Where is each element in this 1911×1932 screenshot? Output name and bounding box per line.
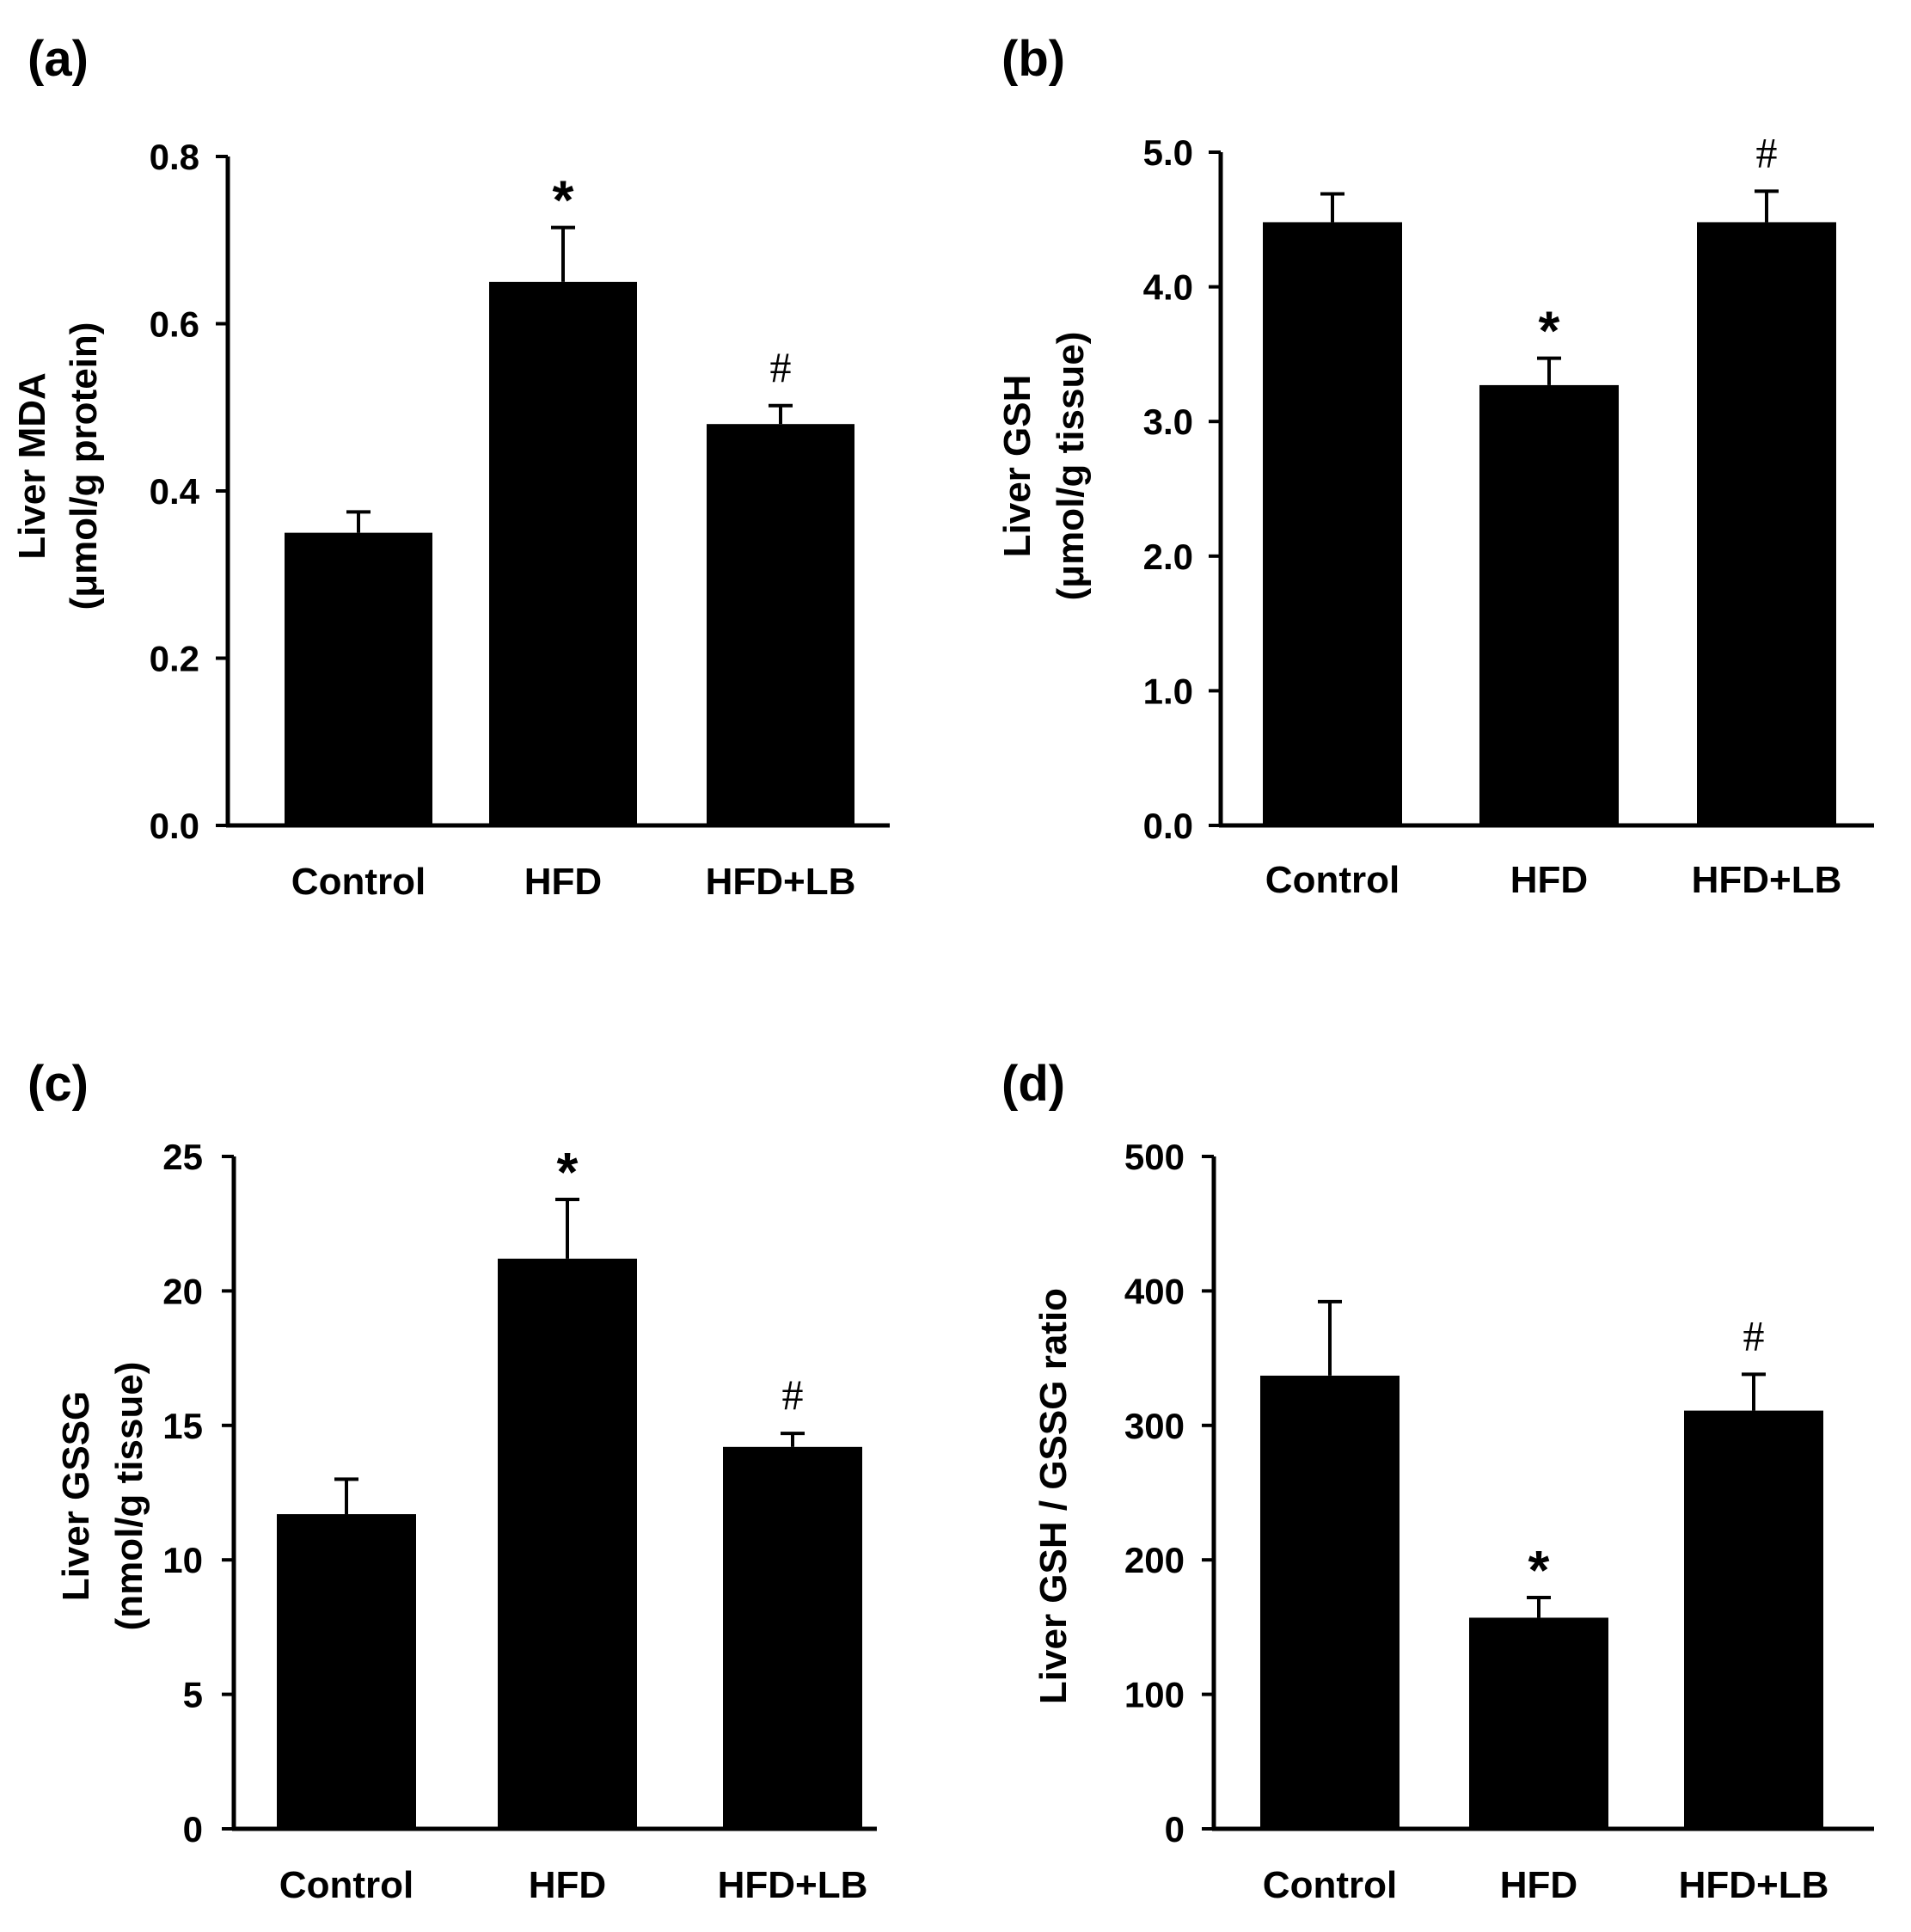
panel-a: (a) Control * HFD # HFD+LB 0.0 0.2 0.4 0.6 0.8 Live… xyxy=(11,31,890,903)
y-tick-label: 200 xyxy=(1124,1540,1185,1580)
y-tick-label: 0.8 xyxy=(150,137,199,177)
bar-hfd xyxy=(1469,1617,1608,1829)
bar-control xyxy=(1260,1375,1400,1829)
y-tick-label: 5.0 xyxy=(1143,132,1193,173)
panel-c: (c) Control * HFD # HFD+LB 0 5 10 15 20 25 Liver GSS… xyxy=(28,1056,877,1906)
y-tick-label: 15 xyxy=(162,1406,203,1446)
bar-control xyxy=(285,532,432,825)
y-tick-label: 1.0 xyxy=(1143,671,1193,711)
y-tick-label: 4.0 xyxy=(1143,267,1193,308)
bar-hfd-lb xyxy=(1684,1410,1823,1829)
y-tick-label: 300 xyxy=(1124,1406,1185,1446)
y-tick-label: 500 xyxy=(1124,1137,1185,1177)
y-axis-label-units: (nmol/g tissue) xyxy=(108,1362,150,1631)
y-tick-label: 25 xyxy=(162,1137,203,1177)
y-tick-label: 2.0 xyxy=(1143,537,1193,577)
bar-hfd xyxy=(1479,384,1619,826)
panel-label: (c) xyxy=(28,1056,89,1112)
x-tick-label: HFD+LB xyxy=(706,861,856,903)
panel-label: (b) xyxy=(1001,31,1065,87)
y-tick-label: 0 xyxy=(183,1809,203,1849)
y-tick-label: 400 xyxy=(1124,1271,1185,1311)
bar-hfd xyxy=(498,1258,637,1829)
y-axis-label: Liver MDA xyxy=(11,372,53,560)
significance-star: * xyxy=(1528,1539,1550,1601)
x-tick-label: HFD+LB xyxy=(1692,859,1842,901)
bar-hfd-lb xyxy=(707,424,854,825)
x-tick-label: HFD xyxy=(529,1864,606,1906)
y-tick-label: 0.0 xyxy=(150,806,199,846)
y-tick-label: 10 xyxy=(162,1540,203,1580)
bar-hfd-lb xyxy=(1697,222,1836,825)
bar-control xyxy=(1263,222,1402,825)
significance-star: * xyxy=(1539,300,1560,362)
y-axis-label: Liver GSH xyxy=(996,375,1038,558)
y-tick-label: 0 xyxy=(1165,1809,1185,1849)
y-axis-label: Liver GSSG xyxy=(55,1391,97,1602)
y-tick-label: 0.4 xyxy=(150,471,200,512)
panel-label: (d) xyxy=(1001,1056,1065,1112)
significance-hash: # xyxy=(770,343,792,391)
significance-star: * xyxy=(553,169,574,231)
panel-d: (d) Control * HFD # HFD+LB 0 100 200 300 400 500 Liv… xyxy=(1001,1056,1874,1906)
bar-hfd-lb xyxy=(723,1446,862,1829)
y-tick-label: 100 xyxy=(1124,1675,1185,1715)
x-tick-label: HFD xyxy=(524,861,602,903)
y-axis-label-units: (μmol/g tissue) xyxy=(1050,332,1092,601)
bar-control xyxy=(277,1514,416,1829)
x-tick-label: Control xyxy=(291,861,426,903)
significance-hash: # xyxy=(1756,128,1778,176)
x-tick-label: Control xyxy=(279,1864,413,1906)
x-tick-label: Control xyxy=(1263,1864,1397,1906)
y-axis-label-units: (μmol/g protein) xyxy=(63,322,105,610)
y-tick-label: 0.2 xyxy=(150,639,199,679)
x-tick-label: HFD+LB xyxy=(1679,1864,1829,1906)
bar-hfd xyxy=(489,281,637,825)
significance-star: * xyxy=(557,1141,579,1203)
significance-hash: # xyxy=(782,1371,804,1419)
y-tick-label: 0.6 xyxy=(150,304,199,345)
x-tick-label: HFD xyxy=(1500,1864,1577,1906)
y-tick-label: 20 xyxy=(162,1271,203,1311)
y-tick-label: 0.0 xyxy=(1143,806,1193,846)
panel-label: (a) xyxy=(28,31,89,87)
y-tick-label: 3.0 xyxy=(1143,402,1193,442)
y-tick-label: 5 xyxy=(183,1675,203,1715)
x-tick-label: HFD xyxy=(1510,859,1588,901)
panel-b: (b) Control * HFD # HFD+LB 0.0 1.0 2.0 3.0 4.0 5.0 L… xyxy=(996,31,1874,901)
significance-hash: # xyxy=(1743,1311,1765,1359)
x-tick-label: Control xyxy=(1265,859,1400,901)
y-axis-label: Liver GSH / GSSG ratio xyxy=(1032,1288,1075,1704)
x-tick-label: HFD+LB xyxy=(718,1864,868,1906)
